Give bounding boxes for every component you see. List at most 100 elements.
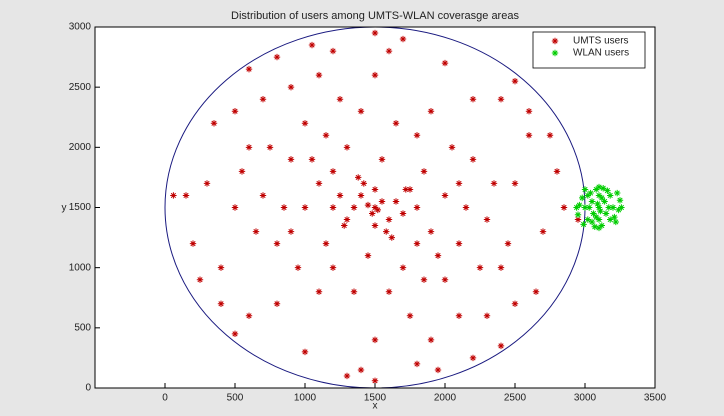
user-point: [357, 108, 365, 115]
user-point: [441, 192, 449, 199]
user-point: [350, 288, 358, 295]
user-point: [593, 186, 600, 193]
user-point: [364, 252, 372, 259]
user-point: [581, 186, 589, 193]
user-point: [490, 180, 498, 187]
user-point: [245, 144, 253, 151]
user-point: [385, 288, 393, 295]
user-point: [360, 180, 367, 187]
user-point: [497, 96, 505, 103]
user-point: [595, 192, 603, 199]
user-point: [462, 204, 470, 211]
user-point: [560, 204, 568, 211]
user-point: [600, 185, 607, 192]
user-point: [371, 377, 379, 384]
user-point: [266, 144, 274, 151]
user-point: [427, 228, 435, 235]
user-point: [469, 96, 477, 103]
user-point: [539, 228, 547, 235]
user-point: [584, 192, 591, 199]
user-point: [597, 207, 604, 215]
user-point: [448, 144, 456, 151]
user-point: [609, 204, 617, 211]
user-point: [357, 366, 365, 374]
user-point: [259, 96, 267, 103]
user-point: [576, 201, 583, 209]
user-point: [497, 342, 505, 350]
user-point: [413, 132, 421, 139]
user-point: [385, 216, 393, 223]
user-point: [525, 132, 533, 139]
user-point: [588, 218, 596, 226]
user-point: [378, 198, 386, 205]
user-point: [315, 288, 323, 295]
user-point: [602, 210, 610, 217]
user-point: [392, 120, 400, 127]
user-point: [618, 204, 625, 211]
user-point: [441, 276, 449, 283]
user-point: [532, 288, 540, 295]
user-point: [595, 224, 603, 232]
user-point: [511, 77, 519, 85]
user-point: [217, 300, 225, 307]
user-point: [607, 192, 614, 199]
user-point: [413, 240, 421, 247]
user-point: [413, 360, 421, 368]
legend-box: [532, 31, 646, 69]
user-point: [287, 228, 295, 235]
y-axis-label: y: [62, 203, 67, 214]
user-point: [590, 210, 597, 217]
user-point: [343, 144, 351, 151]
chart-title: Distribution of users among UMTS-WLAN co…: [231, 10, 519, 22]
user-point: [203, 180, 211, 187]
user-point: [614, 189, 621, 197]
user-point: [399, 264, 407, 271]
user-point: [287, 83, 295, 91]
user-point: [612, 218, 619, 226]
user-point: [420, 168, 428, 175]
user-point: [591, 223, 598, 230]
user-point: [315, 180, 323, 187]
user-point: [329, 47, 337, 55]
user-point: [595, 183, 603, 191]
user-point: [231, 108, 239, 115]
user-point: [511, 300, 519, 307]
user-point: [574, 211, 582, 218]
x-tick-label: 1000: [294, 393, 317, 404]
user-point: [574, 216, 582, 223]
y-tick-label: 0: [85, 383, 91, 394]
user-point: [427, 108, 435, 115]
x-tick-label: 1500: [364, 393, 387, 404]
legend-label: WLAN users: [573, 48, 629, 59]
user-point: [371, 186, 379, 193]
user-point: [350, 204, 358, 211]
user-point: [497, 264, 505, 271]
user-point: [455, 180, 463, 187]
user-point: [605, 204, 612, 211]
user-point: [581, 204, 589, 211]
user-point: [355, 174, 362, 181]
user-point: [294, 264, 302, 271]
user-point: [593, 213, 600, 221]
x-tick-label: 2000: [434, 393, 457, 404]
user-point: [371, 71, 379, 79]
user-point: [189, 240, 197, 247]
user-point: [371, 204, 379, 211]
x-tick-label: 3500: [644, 393, 667, 404]
user-point: [580, 221, 587, 228]
user-point: [392, 198, 400, 205]
user-point: [329, 264, 337, 271]
x-tick-label: 500: [227, 393, 244, 404]
user-point: [231, 330, 239, 338]
user-point: [374, 206, 381, 214]
user-point: [584, 216, 591, 223]
x-axis-label: x: [373, 401, 378, 412]
user-point: [546, 132, 554, 139]
user-point: [604, 187, 611, 194]
user-point: [607, 216, 614, 223]
user-point: [420, 276, 428, 283]
user-point: [476, 264, 484, 271]
user-point: [616, 197, 624, 204]
user-point: [273, 240, 281, 247]
